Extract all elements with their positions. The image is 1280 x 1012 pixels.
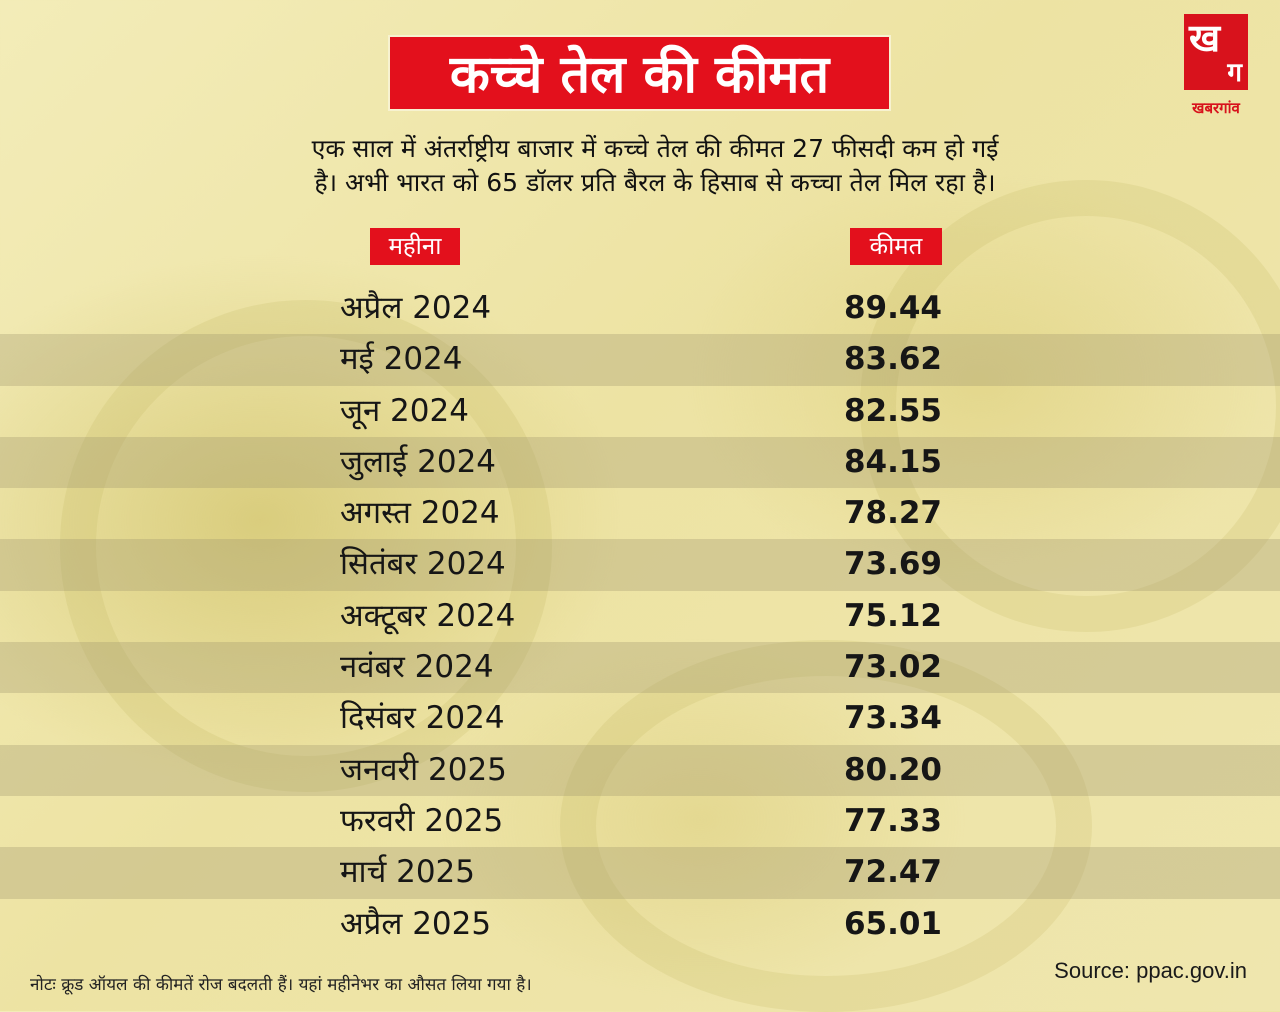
subtitle-line-2: है। अभी भारत को 65 डॉलर प्रति बैरल के हि…	[314, 168, 996, 197]
row-price: 65.01	[843, 905, 942, 942]
logo-mark: ख ग	[1184, 14, 1248, 90]
logo-glyph-1: ख	[1189, 16, 1221, 60]
row-month: अप्रैल 2025	[340, 905, 492, 942]
table-row: दिसंबर 2024 73.34	[0, 693, 1280, 744]
table-row: मार्च 2025 72.47	[0, 847, 1280, 899]
row-month: जुलाई 2024	[340, 443, 497, 480]
column-header-month: महीना	[370, 228, 460, 265]
subtitle-line-1: एक साल में अंतर्राष्ट्रीय बाजार में कच्च…	[311, 134, 999, 163]
table-row: मई 2024 83.62	[0, 334, 1280, 386]
row-month: अप्रैल 2024	[340, 290, 492, 326]
row-price: 80.20	[843, 751, 942, 788]
row-price: 89.44	[843, 290, 942, 326]
table-row: जून 2024 82.55	[0, 386, 1280, 437]
row-price: 82.55	[843, 392, 942, 429]
column-header-price: कीमत	[850, 228, 942, 265]
table-row: फरवरी 2025 77.33	[0, 796, 1280, 847]
table-row: नवंबर 2024 73.02	[0, 642, 1280, 694]
row-price: 73.69	[843, 546, 942, 583]
source-credit: Source: ppac.gov.in	[1054, 958, 1247, 983]
row-month: मार्च 2025	[340, 854, 475, 891]
row-month: जून 2024	[340, 392, 469, 429]
table-row: अक्टूबर 2024 75.12	[0, 591, 1280, 642]
row-price: 84.15	[843, 443, 942, 480]
logo-text: खबरगांव	[1192, 99, 1240, 117]
row-month: मई 2024	[340, 341, 463, 378]
price-table: अप्रैल 2024 89.44 मई 2024 83.62 जून 2024…	[0, 283, 1280, 950]
table-row: अप्रैल 2025 65.01	[0, 899, 1280, 950]
row-month: सितंबर 2024	[340, 546, 506, 583]
footnote: नोटः क्रूड ऑयल की कीमतें रोज बदलती हैं। …	[30, 975, 532, 995]
table-row: जुलाई 2024 84.15	[0, 436, 1280, 489]
row-month: अगस्त 2024	[340, 495, 500, 532]
logo-glyph-2: ग	[1227, 58, 1242, 88]
row-price: 73.34	[843, 700, 942, 737]
table-row: सितंबर 2024 73.69	[0, 539, 1280, 591]
row-price: 83.62	[843, 341, 942, 378]
row-month: जनवरी 2025	[340, 751, 507, 788]
page-title: कच्चे तेल की कीमत	[388, 35, 891, 111]
row-price: 72.47	[843, 854, 942, 891]
brand-logo: ख ग खबरगांव	[1184, 14, 1248, 120]
row-price: 78.27	[843, 495, 942, 532]
row-month: दिसंबर 2024	[340, 700, 505, 737]
row-month: अक्टूबर 2024	[340, 597, 516, 634]
row-price: 73.02	[843, 649, 942, 686]
table-row: अप्रैल 2024 89.44	[0, 283, 1280, 334]
subtitle: एक साल में अंतर्राष्ट्रीय बाजार में कच्च…	[200, 132, 1110, 200]
row-price: 77.33	[843, 802, 942, 839]
table-row: जनवरी 2025 80.20	[0, 744, 1280, 796]
table-row: अगस्त 2024 78.27	[0, 488, 1280, 539]
row-month: नवंबर 2024	[340, 649, 494, 686]
row-month: फरवरी 2025	[340, 802, 504, 839]
row-price: 75.12	[843, 597, 942, 634]
